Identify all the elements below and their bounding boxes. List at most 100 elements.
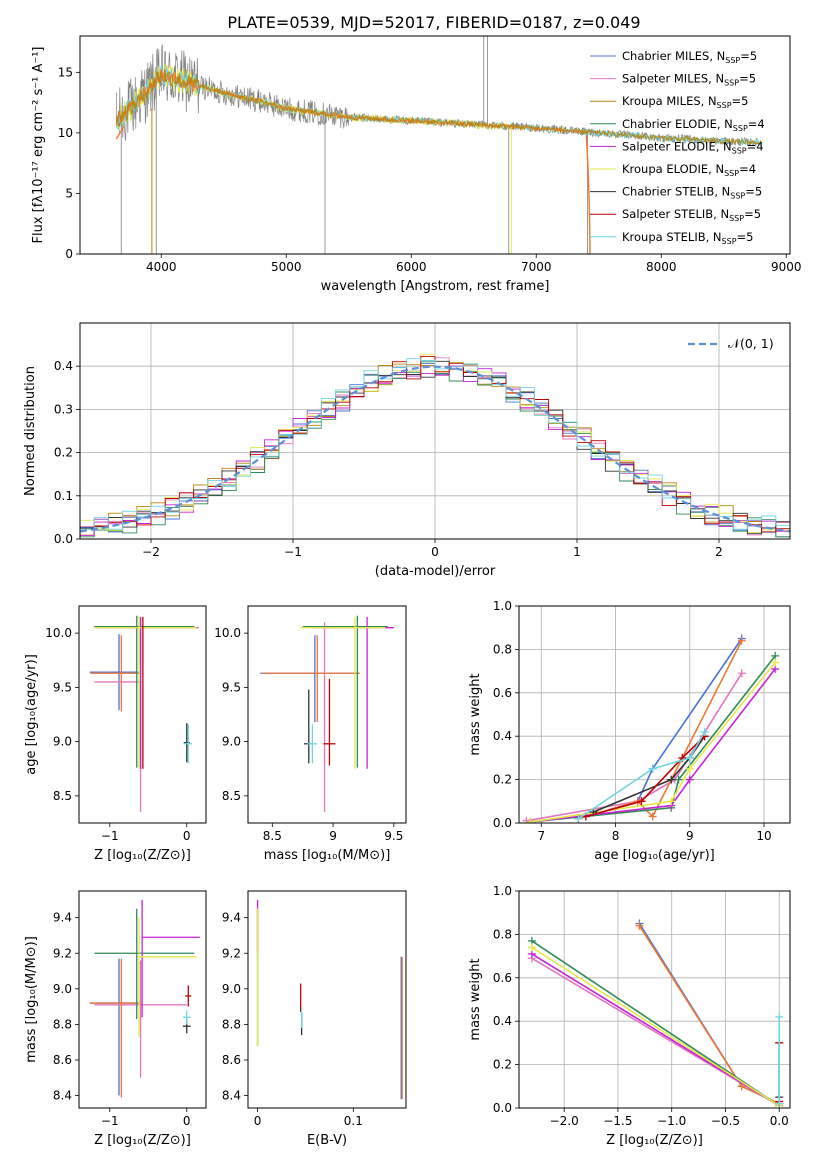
y-axis-label: age [log₁₀(age/yr)] <box>24 654 39 775</box>
x-tick-label: 1 <box>573 545 581 559</box>
y-tick-label: 9.5 <box>222 680 241 694</box>
x-tick-label: 9.5 <box>384 829 403 843</box>
weight-marker <box>635 921 644 930</box>
weight-marker <box>648 812 657 821</box>
x-tick-label: 8.5 <box>263 829 282 843</box>
weight-marker <box>522 816 531 823</box>
y-tick-label: 9.5 <box>53 680 72 694</box>
weight-marker <box>737 636 746 645</box>
y-tick-label: 0.0 <box>493 1101 512 1115</box>
plot-area <box>89 899 200 1098</box>
y-tick-label: 8.4 <box>53 1089 72 1103</box>
panel: −2 −1 0 1 2 0.0 0.1 0.2 0.3 0.4 (data-model)/error… <box>23 322 791 579</box>
y-tick-label: 9.0 <box>222 735 241 749</box>
weight-marker <box>667 775 676 784</box>
normal-curve <box>80 365 790 533</box>
weight-marker <box>574 814 583 823</box>
weight-line <box>531 946 780 1107</box>
plot-area <box>80 354 790 538</box>
x-tick-label: −1 <box>101 829 119 843</box>
weight-marker <box>648 764 657 773</box>
x-tick-label: −2 <box>142 545 160 559</box>
legend-entry: Salpeter MILES, NSSP=5 <box>622 72 756 88</box>
model-edge <box>585 135 591 254</box>
y-tick-label: 9.0 <box>53 982 72 996</box>
x-tick-label: −1.5 <box>603 1114 632 1128</box>
y-tick-label: 10.0 <box>45 626 72 640</box>
y-tick-label: 0.4 <box>54 359 73 373</box>
x-tick-label: 0 <box>183 1114 191 1128</box>
x-tick-label: 9 <box>329 829 337 843</box>
y-tick-label: 8.6 <box>222 1053 241 1067</box>
panel: −1 0 8.4 8.6 8.8 9.0 9.2 9.4 Z [log₁₀(Z/Z⊙)] mass… <box>24 890 207 1148</box>
y-tick-label: 1.0 <box>493 884 512 898</box>
weight-line <box>578 638 743 820</box>
panel: 8.5 9 9.5 8.5 9.0 9.5 10.0 mass [log₁₀(M/M⊙)] <box>214 605 407 863</box>
legend-entry: Kroupa ELODIE, NSSP=4 <box>622 162 756 178</box>
legend-entry: 𝒩(0, 1) <box>728 336 774 351</box>
y-tick-label: 0.2 <box>54 446 73 460</box>
legend-entry: Chabrier MILES, NSSP=5 <box>622 49 757 65</box>
x-axis-label: mass [log₁₀(M/M⊙)] <box>264 848 391 863</box>
x-axis-label: E(B-V) <box>307 1133 347 1148</box>
weight-marker <box>527 943 536 952</box>
x-axis-label: (data-model)/error <box>375 564 496 579</box>
weight-marker <box>737 669 746 678</box>
y-axis-label: mass weight <box>468 958 483 1040</box>
weight-marker <box>775 1099 784 1108</box>
y-tick-label: 8.6 <box>53 1053 72 1067</box>
x-tick-label: −1 <box>284 545 302 559</box>
model-spectrum <box>115 69 762 146</box>
panel: −2.0 −1.5 −1.0 −0.5 0.0 0.0 0.2 0.4 0.6 0.8 1.0 Z [… <box>468 884 791 1148</box>
y-tick-label: 8.4 <box>222 1089 241 1103</box>
y-axis-label: Normed distribution <box>23 366 38 496</box>
weight-line <box>638 925 780 1105</box>
x-axis-label: Z [log₁₀(Z/Z⊙)] <box>606 1133 703 1148</box>
weight-marker <box>771 658 780 667</box>
y-tick-label: 9.4 <box>53 911 72 925</box>
weight-marker <box>637 797 646 806</box>
y-tick-label: 0.8 <box>493 642 512 656</box>
x-tick-label: 7 <box>537 829 545 843</box>
y-tick-label: 8.5 <box>53 789 72 803</box>
axes-frame <box>78 890 207 1109</box>
panel: −1 0 8.5 9.0 9.5 10.0 Z [log₁₀(Z/Z⊙)] age [log₁… <box>24 605 207 863</box>
weight-line <box>592 735 706 813</box>
x-tick-label: 9000 <box>771 260 802 274</box>
weight-line <box>531 940 780 1107</box>
x-tick-label: 0 <box>183 829 191 843</box>
x-axis-label: age [log₁₀(age/yr)] <box>594 848 715 863</box>
panels: 4000 5000 6000 7000 8000 9000051015wavelength… <box>23 35 802 1148</box>
y-tick-label: 0.2 <box>493 773 512 787</box>
axes-frame <box>79 322 791 540</box>
weight-marker <box>685 764 694 773</box>
y-tick-label: 0.4 <box>493 729 512 743</box>
x-tick-label: 5000 <box>271 260 302 274</box>
weight-marker <box>526 817 535 823</box>
y-tick-label: 0.3 <box>54 402 73 416</box>
x-tick-label: 9 <box>686 829 694 843</box>
weight-marker <box>685 775 694 784</box>
y-axis-label: Flux [fλ10⁻¹⁷ erg cm⁻² s⁻¹ A⁻¹] <box>31 47 46 244</box>
plot-area <box>522 634 780 823</box>
panel: 7 8 9 10 0.0 0.2 0.4 0.6 0.8 1.0 age [log₁₀(age/yr… <box>468 599 791 863</box>
y-axis-label: mass [log₁₀(M/M⊙)] <box>24 936 39 1063</box>
y-tick-label: 9.0 <box>222 982 241 996</box>
x-tick-label: 4000 <box>146 260 177 274</box>
panel: 4000 5000 6000 7000 8000 9000 0 5 10 15 wavelength… <box>31 35 802 294</box>
legend-entry: Salpeter STELIB, NSSP=5 <box>622 207 761 223</box>
plot-area <box>260 615 394 813</box>
weight-line <box>529 661 776 823</box>
axes-frame <box>247 890 407 1109</box>
plot-area <box>115 36 762 254</box>
y-tick-label: 0.4 <box>493 1014 512 1028</box>
weight-line <box>638 923 780 1105</box>
x-tick-label: −0.5 <box>711 1114 740 1128</box>
y-tick-label: 15 <box>58 65 73 79</box>
weight-marker <box>700 727 709 736</box>
histogram-series <box>80 358 790 530</box>
x-tick-label: 0.1 <box>344 1114 363 1128</box>
legend-entry: Kroupa STELIB, NSSP=5 <box>622 230 753 246</box>
plot-area <box>256 899 403 1100</box>
